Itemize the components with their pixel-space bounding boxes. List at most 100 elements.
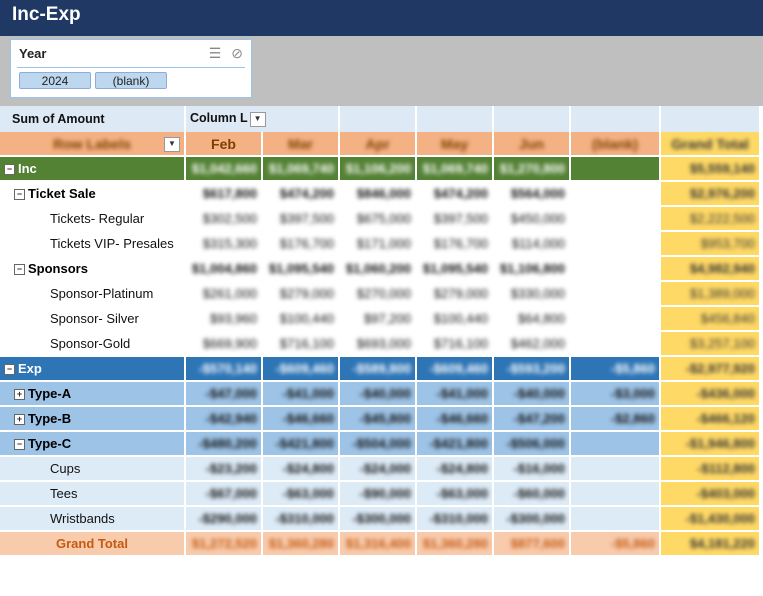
value-cell[interactable]: $64,800 <box>494 307 571 332</box>
value-cell[interactable]: -$63,000 <box>417 482 494 507</box>
row-label[interactable]: − Sponsors <box>0 257 186 282</box>
collapse-icon[interactable]: − <box>14 439 25 451</box>
value-cell[interactable]: $279,000 <box>417 282 494 307</box>
value-cell[interactable]: $716,100 <box>417 332 494 357</box>
value-cell[interactable]: $93,960 <box>186 307 263 332</box>
value-cell[interactable]: -$1,430,000 <box>661 507 761 532</box>
value-cell[interactable]: -$1,946,800 <box>661 432 761 457</box>
value-cell[interactable]: $474,200 <box>263 182 340 207</box>
value-cell[interactable]: $4,181,220 <box>661 532 761 557</box>
row-label[interactable]: Sponsor-Gold <box>0 332 186 357</box>
value-cell[interactable]: $114,000 <box>494 232 571 257</box>
clear-filter-icon[interactable]: ⊘ <box>231 45 243 61</box>
row-filter-dropdown[interactable]: ▼ <box>164 137 180 152</box>
value-cell[interactable]: -$46,660 <box>263 407 340 432</box>
value-cell[interactable]: $279,000 <box>263 282 340 307</box>
row-label[interactable]: Cups <box>0 457 186 482</box>
value-cell[interactable]: $4,982,940 <box>661 257 761 282</box>
value-cell[interactable] <box>571 432 661 457</box>
collapse-icon[interactable]: − <box>4 364 15 376</box>
value-cell[interactable]: -$504,000 <box>340 432 417 457</box>
value-cell[interactable]: -$60,000 <box>494 482 571 507</box>
collapse-icon[interactable]: − <box>4 164 15 176</box>
year-slicer[interactable]: Year ☰ ⊘ 2024 (blank) <box>10 39 252 98</box>
value-cell[interactable]: $462,000 <box>494 332 571 357</box>
value-cell[interactable]: $302,500 <box>186 207 263 232</box>
value-cell[interactable]: $1,095,540 <box>263 257 340 282</box>
value-cell[interactable]: -$41,000 <box>263 382 340 407</box>
value-cell[interactable]: -$46,660 <box>417 407 494 432</box>
value-cell[interactable]: $846,000 <box>340 182 417 207</box>
value-cell[interactable]: -$436,000 <box>661 382 761 407</box>
row-label[interactable]: Sponsor- Silver <box>0 307 186 332</box>
value-cell[interactable] <box>571 282 661 307</box>
value-cell[interactable]: $176,700 <box>417 232 494 257</box>
column-filter-dropdown[interactable]: ▼ <box>249 111 266 127</box>
expand-icon[interactable]: + <box>14 389 25 401</box>
value-cell[interactable]: -$112,800 <box>661 457 761 482</box>
value-cell[interactable]: $397,500 <box>263 207 340 232</box>
row-label[interactable]: + Type-A <box>0 382 186 407</box>
value-cell[interactable] <box>571 482 661 507</box>
value-cell[interactable]: -$421,800 <box>417 432 494 457</box>
value-cell[interactable]: $693,000 <box>340 332 417 357</box>
value-cell[interactable]: $1,069,740 <box>263 157 340 182</box>
value-cell[interactable] <box>571 232 661 257</box>
value-cell[interactable]: $171,000 <box>340 232 417 257</box>
row-label[interactable]: Sponsor-Platinum <box>0 282 186 307</box>
value-cell[interactable]: $669,900 <box>186 332 263 357</box>
value-cell[interactable]: -$41,000 <box>417 382 494 407</box>
value-cell[interactable]: -$300,000 <box>340 507 417 532</box>
row-label[interactable]: Wristbands <box>0 507 186 532</box>
value-cell[interactable]: $1,106,200 <box>340 157 417 182</box>
value-cell[interactable]: $270,000 <box>340 282 417 307</box>
value-cell[interactable] <box>571 157 661 182</box>
value-cell[interactable]: $1,069,740 <box>417 157 494 182</box>
value-cell[interactable]: -$5,860 <box>571 357 661 382</box>
row-label[interactable]: + Type-B <box>0 407 186 432</box>
value-cell[interactable]: -$40,000 <box>340 382 417 407</box>
value-cell[interactable]: $97,200 <box>340 307 417 332</box>
value-cell[interactable]: $716,100 <box>263 332 340 357</box>
row-label[interactable]: Tickets- Regular <box>0 207 186 232</box>
value-cell[interactable]: $261,000 <box>186 282 263 307</box>
value-cell[interactable]: $1,095,540 <box>417 257 494 282</box>
value-cell[interactable]: $1,389,000 <box>661 282 761 307</box>
value-cell[interactable] <box>571 332 661 357</box>
value-cell[interactable]: $1,106,800 <box>494 257 571 282</box>
value-cell[interactable]: -$506,000 <box>494 432 571 457</box>
collapse-icon[interactable]: − <box>14 189 25 201</box>
row-label[interactable]: − Ticket Sale <box>0 182 186 207</box>
value-cell[interactable] <box>571 182 661 207</box>
value-cell[interactable]: $176,700 <box>263 232 340 257</box>
value-cell[interactable]: -$310,000 <box>263 507 340 532</box>
value-cell[interactable]: -$609,460 <box>263 357 340 382</box>
row-label[interactable]: − Inc <box>0 157 186 182</box>
value-cell[interactable]: -$47,200 <box>494 407 571 432</box>
value-cell[interactable]: $315,300 <box>186 232 263 257</box>
value-cell[interactable]: $100,440 <box>263 307 340 332</box>
row-label[interactable]: − Exp <box>0 357 186 382</box>
value-cell[interactable]: $1,360,280 <box>417 532 494 557</box>
value-cell[interactable]: -$40,000 <box>494 382 571 407</box>
value-cell[interactable] <box>571 307 661 332</box>
value-cell[interactable]: -$5,860 <box>571 532 661 557</box>
value-cell[interactable]: -$47,000 <box>186 382 263 407</box>
value-cell[interactable]: -$67,000 <box>186 482 263 507</box>
value-cell[interactable]: $5,559,140 <box>661 157 761 182</box>
value-cell[interactable]: $877,600 <box>494 532 571 557</box>
value-cell[interactable]: -$45,800 <box>340 407 417 432</box>
slicer-item-blank[interactable]: (blank) <box>95 72 167 89</box>
row-label[interactable]: Grand Total <box>0 532 186 557</box>
value-cell[interactable] <box>571 257 661 282</box>
column-labels-header[interactable]: Column L ▼ <box>186 106 340 132</box>
value-cell[interactable] <box>571 457 661 482</box>
value-cell[interactable]: $474,200 <box>417 182 494 207</box>
value-cell[interactable]: $100,440 <box>417 307 494 332</box>
value-cell[interactable]: -$2,977,920 <box>661 357 761 382</box>
value-cell[interactable]: $1,270,800 <box>494 157 571 182</box>
value-cell[interactable]: $953,700 <box>661 232 761 257</box>
value-cell[interactable]: -$593,200 <box>494 357 571 382</box>
value-cell[interactable]: $3,257,100 <box>661 332 761 357</box>
collapse-icon[interactable]: − <box>14 264 25 276</box>
